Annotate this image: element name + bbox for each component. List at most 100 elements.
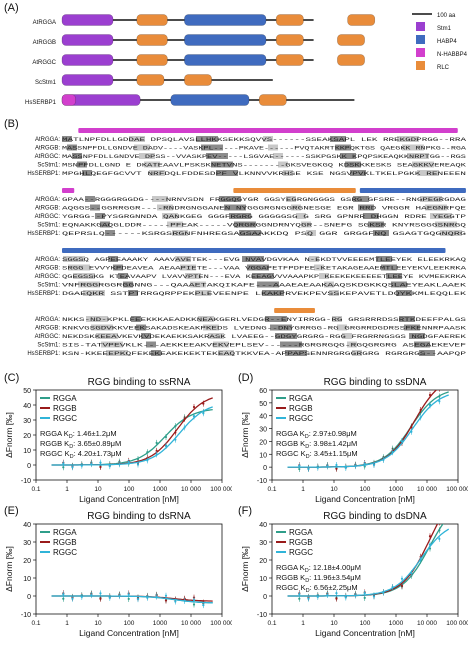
data-point-rggb — [400, 584, 404, 587]
conserved-residue-shading — [391, 281, 407, 288]
conserved-residue-shading — [211, 161, 233, 168]
x-tick-label: 100 — [360, 486, 371, 493]
data-point-rggc — [316, 595, 319, 598]
conserved-residue-shading — [409, 333, 425, 339]
data-point-rggb — [335, 467, 338, 470]
conserved-residue-shading — [278, 161, 288, 168]
alignment-sequence: AQGGS--GGRRGGR----RNDRGNGGANEN NYGGGRGNG… — [62, 206, 466, 212]
conserved-residue-shading — [201, 144, 223, 151]
data-point-rggc — [192, 415, 196, 418]
data-point-rgga — [192, 603, 196, 606]
data-point-rggc — [326, 465, 329, 468]
conserved-residue-shading — [190, 281, 206, 288]
legend-label: RGGB — [289, 404, 313, 413]
conserved-residue-shading — [352, 350, 362, 356]
y-tick-label: 10 — [259, 452, 267, 459]
conserved-residue-shading — [358, 204, 374, 211]
conserved-residue-shading — [146, 341, 156, 348]
y-tick-label: 0 — [263, 594, 267, 601]
conserved-residue-shading — [419, 350, 435, 356]
alignment-row-name: AtRGGC: — [35, 214, 61, 220]
conserved-residue-shading — [262, 290, 284, 296]
data-point-rggc — [307, 467, 310, 471]
kd-label: RGGA KD: 12.18±4.00μM — [276, 563, 361, 574]
x-tick-label: 10 000 — [417, 620, 437, 627]
x-tick-label: 0.1 — [267, 486, 276, 493]
data-point-rggc — [372, 463, 376, 467]
domain-habp4 — [184, 14, 267, 26]
data-point-rggc — [127, 593, 130, 596]
x-tick-label: 10 000 — [417, 486, 437, 493]
x-tick-label: 10 — [330, 620, 338, 627]
chart-ssrna-binding: RGG binding to ssRNA -10 0 10 20 30 40 50 0.1 1 10… — [4, 377, 232, 504]
alignment-domain-bar-rlc — [274, 308, 315, 313]
conserved-residue-shading — [404, 324, 420, 331]
conserved-residue-shading — [247, 264, 269, 271]
data-point-rggc — [164, 444, 168, 447]
y-tick-label: -10 — [257, 478, 267, 485]
alignment-sequence: MSNPFDLLGND E DKATEAAVLPSKSKNETVNS------… — [62, 163, 466, 169]
conserved-residue-shading — [234, 221, 256, 228]
data-point-rggc — [344, 596, 347, 599]
plot-area — [287, 390, 449, 473]
conserved-residue-shading — [172, 230, 188, 236]
domain-stm1 — [61, 74, 114, 86]
alignment-sequence: YGRGG--PYSGRGNNDA QANKGEG GGGFRGRG GGGGG… — [62, 214, 466, 220]
alignment-sequence: NKKS-ND-KPKLFEEKKKAEADKKNEAKGERLVEDGR--E… — [62, 317, 466, 323]
conserved-residue-shading — [265, 316, 287, 322]
chart-title: RGG binding to dsDNA — [323, 511, 427, 522]
domain-rlc — [136, 54, 168, 66]
x-tick-label: 100 000 — [446, 620, 468, 627]
conserved-residue-shading — [175, 256, 191, 262]
alignment-row-name: AtRGGC: — [35, 274, 61, 280]
data-point-rggc — [363, 591, 366, 595]
conserved-residue-shading — [332, 316, 342, 322]
x-tick-label: 0.1 — [31, 486, 40, 493]
alignment-row-name: HsSERBP1: — [27, 291, 60, 297]
legend-label: RGGB — [289, 538, 313, 547]
conserved-residue-shading — [91, 324, 113, 331]
data-point-rgga — [62, 466, 65, 469]
conserved-residue-shading — [229, 213, 251, 219]
y-tick-label: 0 — [263, 465, 267, 472]
conserved-residue-shading — [291, 204, 301, 211]
data-point-rggc — [344, 466, 347, 469]
y-axis-label: ΔFnorm [‰] — [4, 412, 14, 458]
alignment-sequence: DGAEQKR SSTPTRRGQRPPEKPLEVEENPE LKAKPRVE… — [62, 291, 466, 297]
data-point-rggc — [202, 412, 205, 415]
x-tick-label: 100 — [360, 620, 371, 627]
fit-curve-rggc — [51, 406, 213, 466]
data-point-rggc — [428, 404, 432, 407]
alignment-row-name: AtRGGA: — [35, 197, 60, 203]
data-point-rggc — [438, 537, 441, 540]
conserved-residue-shading — [270, 324, 292, 331]
conserved-residue-shading — [242, 256, 264, 262]
conserved-residue-shading — [144, 161, 160, 168]
alignment-domain-bar-habp4 — [359, 188, 466, 193]
data-point-rggc — [382, 458, 385, 462]
data-point-rggc — [192, 598, 196, 602]
data-point-rggc — [400, 440, 404, 443]
x-tick-label: 10 000 — [181, 486, 201, 493]
y-tick-label: -10 — [21, 612, 31, 619]
y-tick-label: 40 — [23, 403, 31, 410]
data-point-rggb — [438, 521, 440, 523]
chart-title: RGG binding to dsRNA — [87, 511, 191, 522]
data-point-rggc — [372, 595, 376, 598]
y-tick-label: 30 — [259, 540, 267, 547]
conserved-residue-shading — [213, 341, 229, 348]
kd-label: RGGC KD: 4.20±1.73μM — [40, 449, 122, 460]
y-axis-label: ΔFnorm [‰] — [4, 546, 14, 592]
legend-label: RGGC — [289, 414, 313, 423]
panel-label-b: (B) — [4, 118, 19, 130]
conserved-residue-shading — [90, 204, 100, 211]
conserved-residue-shading — [386, 273, 402, 279]
data-point-rggc — [410, 430, 413, 433]
data-point-rggb — [428, 393, 432, 397]
conserved-residue-shading — [337, 324, 347, 331]
alignment-sequence: SGGSQ AGPEEAAAKY AAAVAVETEK---EVG NVAVDG… — [62, 257, 466, 263]
conserved-residue-shading — [239, 230, 261, 236]
conserved-residue-shading — [152, 196, 168, 202]
conserved-residue-shading — [203, 324, 219, 331]
x-tick-label: 100 000 — [446, 486, 468, 493]
